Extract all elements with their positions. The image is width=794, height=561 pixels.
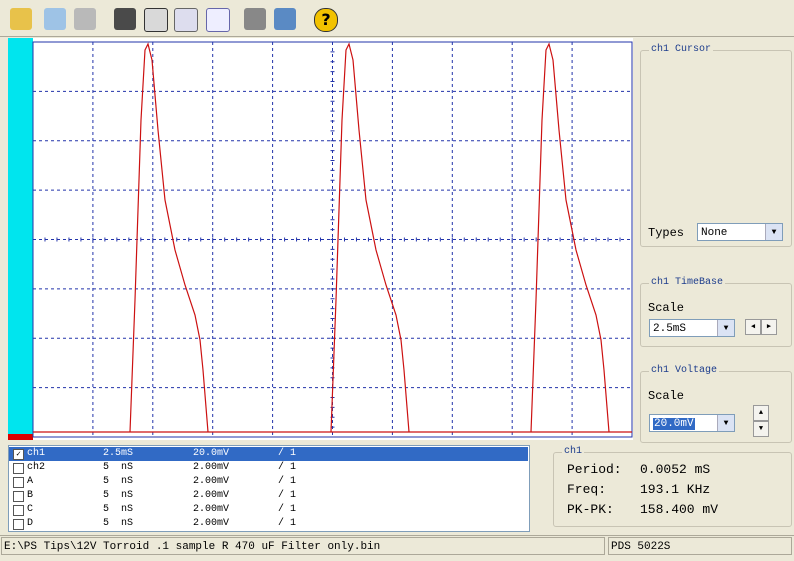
voltage-select[interactable]: 20.0mV ▼ bbox=[649, 414, 735, 432]
channel-row: D 5 nS 2.00mV / 1 bbox=[9, 517, 528, 531]
cell-name: C bbox=[27, 504, 34, 515]
waveform bbox=[33, 42, 632, 433]
cell-volts: 20.0mV bbox=[193, 448, 230, 459]
voltage-value: 20.0mV bbox=[653, 418, 695, 430]
pulse bbox=[129, 42, 209, 433]
dropdown-arrow[interactable]: ▼ bbox=[717, 320, 734, 336]
file-path: E:\PS Tips\12V Torroid .1 sample R 470 u… bbox=[1, 537, 605, 555]
time-right-button[interactable]: ▶ bbox=[761, 319, 777, 335]
group-title: ch1 TimeBase bbox=[649, 277, 726, 288]
cell-time: 5 nS bbox=[103, 462, 134, 473]
calc-button[interactable] bbox=[114, 8, 136, 30]
checkbox[interactable] bbox=[13, 519, 24, 530]
cell-volts: 2.00mV bbox=[193, 462, 230, 473]
timebase-group: ch1 TimeBase Scale 2.5mS ▼ ◀ ▶ bbox=[640, 277, 792, 347]
channel-row: B 5 nS 2.00mV / 1 bbox=[9, 489, 528, 503]
checkbox[interactable] bbox=[13, 491, 24, 502]
measure-value: 0.0052 mS bbox=[640, 462, 711, 477]
measure-value: 193.1 KHz bbox=[640, 482, 711, 497]
checkbox[interactable] bbox=[13, 505, 24, 516]
measure-value: 158.400 mV bbox=[640, 502, 719, 517]
types-select[interactable]: None ▼ bbox=[697, 223, 783, 241]
channel-row: A 5 nS 2.00mV / 1 bbox=[9, 475, 528, 489]
measure-label: Period: bbox=[567, 462, 622, 477]
measure-label: PK-PK: bbox=[567, 502, 614, 517]
measure-group: ch1 Period: 0.0052 mS Freq: 193.1 KHz PK-PK:… bbox=[553, 446, 792, 527]
scale-label: Scale bbox=[648, 301, 685, 315]
screen-frame bbox=[32, 41, 633, 438]
timebase-select[interactable]: 2.5mS ▼ bbox=[649, 319, 735, 337]
cell-time: 5 nS bbox=[103, 518, 134, 529]
voltage-group: ch1 Voltage Scale 20.0mV ▼ ▲ ▼ bbox=[640, 365, 792, 443]
toolbar: ? bbox=[0, 0, 794, 37]
help-button[interactable]: ? bbox=[314, 8, 338, 32]
zoom-button[interactable] bbox=[44, 8, 66, 30]
types-value: None bbox=[701, 227, 728, 239]
cell-probe: / 1 bbox=[278, 462, 297, 473]
channel-table: ✓ ch1 2.5mS 20.0mV / 1 ch2 5 nS 2.00mV / 1 A 5 nS 2… bbox=[8, 445, 530, 532]
cell-name: A bbox=[27, 476, 34, 487]
scatter-button[interactable] bbox=[206, 8, 230, 32]
print-button[interactable] bbox=[74, 8, 96, 30]
group-title: ch1 Cursor bbox=[649, 44, 714, 55]
channel-row: ch2 5 nS 2.00mV / 1 bbox=[9, 461, 528, 475]
volt-up-button[interactable]: ▲ bbox=[753, 405, 769, 421]
channel-row: ✓ ch1 2.5mS 20.0mV / 1 bbox=[9, 447, 528, 461]
volt-down-button[interactable]: ▼ bbox=[753, 421, 769, 437]
time-left-button[interactable]: ◀ bbox=[745, 319, 761, 335]
cell-name: D bbox=[27, 518, 34, 529]
cell-probe: / 1 bbox=[278, 504, 297, 515]
scope-screen bbox=[8, 38, 633, 440]
cell-name: B bbox=[27, 490, 34, 501]
checkbox[interactable] bbox=[13, 477, 24, 488]
timebase-value: 2.5mS bbox=[653, 323, 687, 335]
cell-time: 5 nS bbox=[103, 504, 134, 515]
dropdown-arrow[interactable]: ▼ bbox=[717, 415, 734, 431]
cell-time: 5 nS bbox=[103, 490, 134, 501]
cursor-group: ch1 Cursor Types None ▼ bbox=[640, 44, 792, 247]
pulse bbox=[530, 42, 610, 433]
cell-probe: / 1 bbox=[278, 490, 297, 501]
group-title: ch1 Voltage bbox=[649, 365, 720, 376]
status-bar: E:\PS Tips\12V Torroid .1 sample R 470 u… bbox=[0, 535, 794, 558]
device-button[interactable] bbox=[244, 8, 266, 30]
channel-row: C 5 nS 2.00mV / 1 bbox=[9, 503, 528, 517]
device-model: PDS 5022S bbox=[608, 537, 792, 555]
cell-probe: / 1 bbox=[278, 476, 297, 487]
cell-volts: 2.00mV bbox=[193, 518, 230, 529]
cell-time: 2.5mS bbox=[103, 448, 134, 459]
cell-name: ch2 bbox=[27, 462, 46, 473]
cell-probe: / 1 bbox=[278, 448, 297, 459]
pulse bbox=[330, 42, 410, 433]
measure-label: Freq: bbox=[567, 482, 607, 497]
dropdown-arrow[interactable]: ▼ bbox=[765, 224, 782, 240]
group-title: ch1 bbox=[562, 446, 585, 457]
checkbox[interactable] bbox=[13, 463, 24, 474]
cell-name: ch1 bbox=[27, 448, 46, 459]
cell-volts: 2.00mV bbox=[193, 504, 230, 515]
ch1-marker bbox=[8, 434, 33, 440]
chart-button[interactable] bbox=[174, 8, 198, 32]
types-label: Types bbox=[648, 226, 685, 240]
connect-button[interactable] bbox=[274, 8, 296, 30]
cell-time: 5 nS bbox=[103, 476, 134, 487]
cell-volts: 2.00mV bbox=[193, 490, 230, 501]
ref-strip bbox=[8, 38, 33, 434]
cell-volts: 2.00mV bbox=[193, 476, 230, 487]
open-button[interactable] bbox=[10, 8, 32, 30]
cell-probe: / 1 bbox=[278, 518, 297, 529]
edit-button[interactable] bbox=[144, 8, 168, 32]
checkbox[interactable]: ✓ bbox=[13, 449, 24, 460]
scale-label: Scale bbox=[648, 389, 685, 403]
